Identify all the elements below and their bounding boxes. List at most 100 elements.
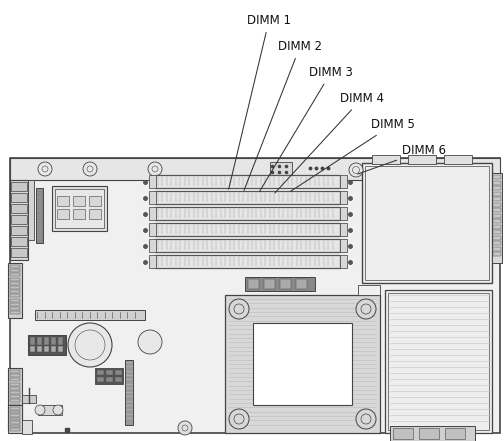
Bar [493,241,501,245]
Bar [10,370,20,373]
Bar [115,377,122,382]
Text: DIMM 5: DIMM 5 [290,118,415,191]
Bar [385,290,492,433]
Bar [95,368,123,384]
Bar [253,323,352,405]
Circle shape [178,421,192,435]
Bar [419,428,439,439]
Bar [365,166,489,280]
Bar [390,426,475,441]
Bar [10,421,20,423]
Bar [10,299,20,302]
Bar [10,412,20,415]
Bar [493,213,501,217]
Bar [10,277,20,280]
Circle shape [229,409,249,429]
Bar [149,207,156,220]
Bar [8,405,22,433]
Bar [155,223,340,236]
Bar [97,377,104,382]
Bar [10,378,20,381]
Bar [493,197,501,201]
Bar [10,391,20,394]
Text: DIMM 6: DIMM 6 [358,144,446,174]
Bar [358,285,380,295]
Bar [493,175,501,179]
Bar [52,186,107,231]
Bar [10,295,20,297]
Bar [28,180,34,240]
Bar [340,175,347,188]
Bar [10,428,20,430]
Bar [8,368,22,428]
Bar [444,155,472,164]
Bar [388,293,489,430]
Bar [30,337,35,345]
Bar [155,191,340,204]
Circle shape [356,299,376,319]
Text: DIMM 4: DIMM 4 [275,92,384,193]
Bar [10,158,500,180]
Bar [44,337,49,345]
Bar [340,223,347,236]
Bar [340,255,347,268]
Bar [30,346,35,352]
Circle shape [349,163,363,177]
Bar [11,182,27,191]
Bar [408,155,436,164]
Bar [57,196,69,206]
Bar [248,279,259,289]
Bar [10,311,20,314]
Bar [11,193,27,202]
Bar [22,420,32,434]
Bar [115,370,122,375]
Bar [493,208,501,212]
Bar [372,155,400,164]
Bar [149,255,156,268]
Bar [10,404,20,407]
Bar [10,411,20,413]
Bar [10,273,20,277]
Bar [264,279,275,289]
Bar [10,307,20,310]
Bar [44,346,49,352]
Bar [10,414,20,416]
Bar [89,196,101,206]
Bar [149,191,156,204]
Bar [155,207,340,220]
Bar [28,335,66,355]
Bar [10,374,20,377]
Circle shape [148,162,162,176]
Bar [22,395,36,403]
Bar [493,191,501,195]
Bar [37,337,42,345]
Bar [493,230,501,234]
Bar [493,247,501,250]
Bar [340,207,347,220]
Bar [296,279,307,289]
Bar [445,428,465,439]
Bar [106,370,113,375]
Bar [10,265,20,268]
Bar [493,235,501,239]
Bar [11,226,27,235]
Bar [10,407,20,410]
Bar [493,252,501,256]
Bar [8,263,22,318]
Bar [155,239,340,252]
Bar [10,416,20,419]
Bar [125,360,133,425]
Bar [10,400,20,402]
Bar [155,255,340,268]
Bar [97,370,104,375]
Bar [89,209,101,219]
Bar [149,175,156,188]
Bar [10,290,20,293]
Text: DIMM 2: DIMM 2 [244,40,322,191]
Bar [11,215,27,224]
Bar [10,395,20,398]
Bar [58,346,63,352]
Circle shape [68,323,112,367]
Bar [35,310,145,320]
Bar [149,239,156,252]
